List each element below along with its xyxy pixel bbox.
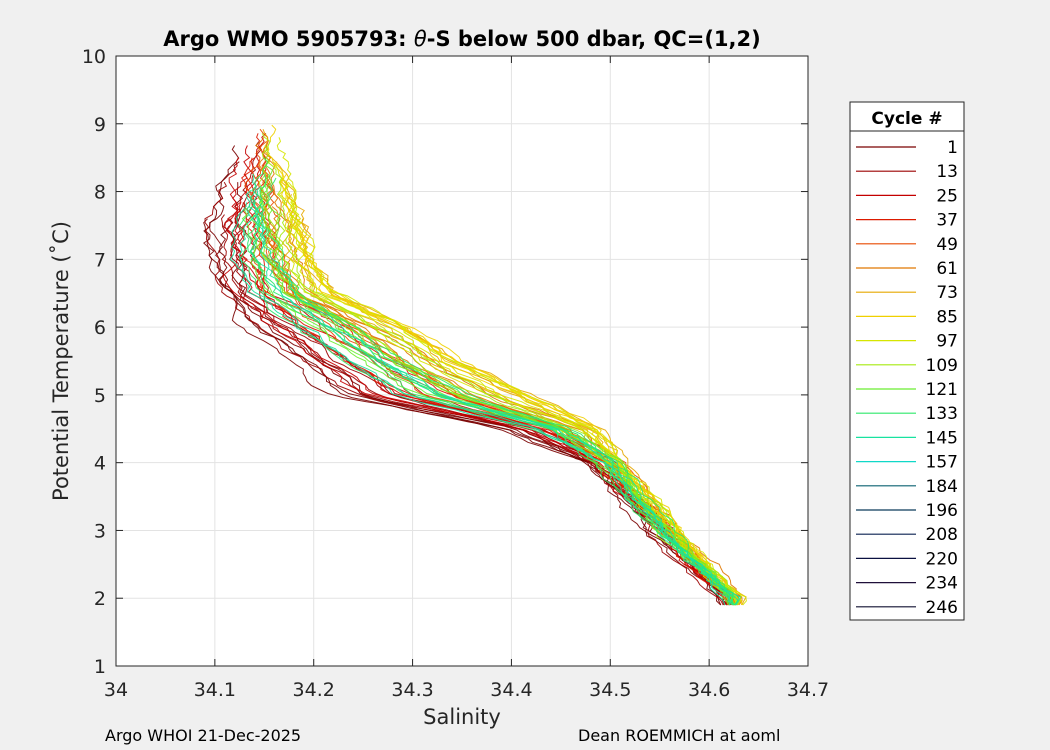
footer-left: Argo WHOI 21-Dec-2025: [105, 726, 301, 745]
legend: Cycle # 1 13 25 37 49 61 73 85 97 109 121 133 145 157…: [849, 101, 965, 621]
legend-label-85: 85: [936, 307, 958, 327]
profile-line-cycle-85: [266, 124, 740, 606]
legend-label-121: 121: [926, 380, 958, 400]
profile-line-cycle-145: [229, 202, 734, 606]
legend-label-1: 1: [947, 138, 958, 158]
y-axis-label: Potential Temperature (˚C): [49, 221, 73, 501]
x-tick-label: 34.3: [391, 679, 433, 701]
legend-items: 1 13 25 37 49 61 73 85 97 109 121 133 145 157 184 196 20…: [856, 138, 958, 618]
footer-right: Dean ROEMMICH at aoml: [578, 726, 780, 745]
y-tick-label: 9: [94, 114, 106, 136]
legend-label-196: 196: [926, 501, 958, 521]
legend-label-246: 246: [926, 598, 958, 618]
profile-line-cycle-145: [246, 206, 741, 606]
y-tick-label: 4: [94, 453, 106, 475]
profile-line-cycle-97: [289, 214, 742, 606]
x-tick-label: 34.1: [194, 679, 236, 701]
profile-line-cycle-13: [204, 181, 724, 606]
profile-line-cycle-97: [276, 137, 733, 606]
profile-line-cycle-133: [257, 177, 730, 606]
y-tick-label: 2: [94, 588, 106, 610]
legend-label-109: 109: [926, 356, 958, 376]
x-tick-label: 34.7: [787, 679, 829, 701]
y-tick-label: 10: [82, 46, 106, 68]
legend-label-133: 133: [926, 404, 958, 424]
legend-label-97: 97: [936, 332, 958, 352]
y-tick-label: 3: [94, 520, 106, 542]
y-tick-label: 6: [94, 317, 106, 339]
legend-label-61: 61: [936, 259, 958, 279]
profile-line-cycle-1: [203, 161, 722, 606]
legend-label-220: 220: [926, 549, 958, 569]
profile-line-cycle-97: [278, 181, 739, 606]
chart-title: Argo WMO 5905793: θ-S below 500 dbar, QC…: [163, 27, 760, 51]
y-tick-label: 7: [94, 249, 106, 271]
plot-frame: [115, 55, 809, 667]
legend-label-49: 49: [936, 235, 958, 255]
profile-line-cycle-109: [274, 206, 741, 606]
y-tick-label: 1: [94, 656, 106, 678]
legend-title: Cycle #: [871, 109, 942, 129]
y-tick-label: 5: [94, 385, 106, 407]
profile-line-cycle-1: [203, 218, 722, 606]
series-layer: [203, 124, 747, 606]
axis-ticks: 34 34.1 34.2 34.3 34.4 34.5 34.6 34.71234567891…: [82, 46, 829, 701]
profile-line-cycle-85: [281, 173, 737, 606]
legend-label-157: 157: [926, 453, 958, 473]
legend-label-73: 73: [936, 283, 958, 303]
legend-label-13: 13: [936, 162, 958, 182]
x-tick-label: 34.6: [688, 679, 730, 701]
x-tick-label: 34.5: [589, 679, 631, 701]
legend-label-37: 37: [936, 211, 958, 231]
x-tick-label: 34.4: [490, 679, 532, 701]
legend-label-234: 234: [926, 574, 958, 594]
profile-line-cycle-97: [287, 181, 747, 606]
profile-line-cycle-145: [249, 173, 739, 606]
profile-line-cycle-133: [250, 157, 740, 606]
x-tick-label: 34: [104, 679, 128, 701]
x-axis-label: Salinity: [423, 705, 501, 729]
legend-label-208: 208: [926, 525, 958, 545]
x-tick-label: 34.2: [293, 679, 335, 701]
profile-line-cycle-97: [272, 161, 738, 606]
legend-label-184: 184: [926, 477, 958, 497]
legend-label-25: 25: [936, 186, 958, 206]
y-tick-label: 8: [94, 182, 106, 204]
legend-label-145: 145: [926, 428, 958, 448]
